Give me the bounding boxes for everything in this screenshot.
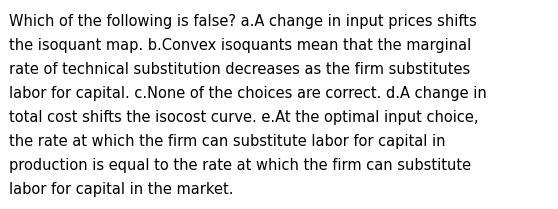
Text: the rate at which the firm can substitute labor for capital in: the rate at which the firm can substitut… <box>9 134 445 149</box>
Text: labor for capital. c.None of the choices are correct. d.A change in: labor for capital. c.None of the choices… <box>9 86 487 101</box>
Text: production is equal to the rate at which the firm can substitute: production is equal to the rate at which… <box>9 158 471 173</box>
Text: Which of the following is false? a.A change in input prices shifts: Which of the following is false? a.A cha… <box>9 14 477 29</box>
Text: the isoquant map. b.Convex isoquants mean that the marginal: the isoquant map. b.Convex isoquants mea… <box>9 38 472 53</box>
Text: total cost shifts the isocost curve. e.At the optimal input choice,: total cost shifts the isocost curve. e.A… <box>9 110 479 125</box>
Text: labor for capital in the market.: labor for capital in the market. <box>9 182 233 197</box>
Text: rate of technical substitution decreases as the firm substitutes: rate of technical substitution decreases… <box>9 62 470 77</box>
